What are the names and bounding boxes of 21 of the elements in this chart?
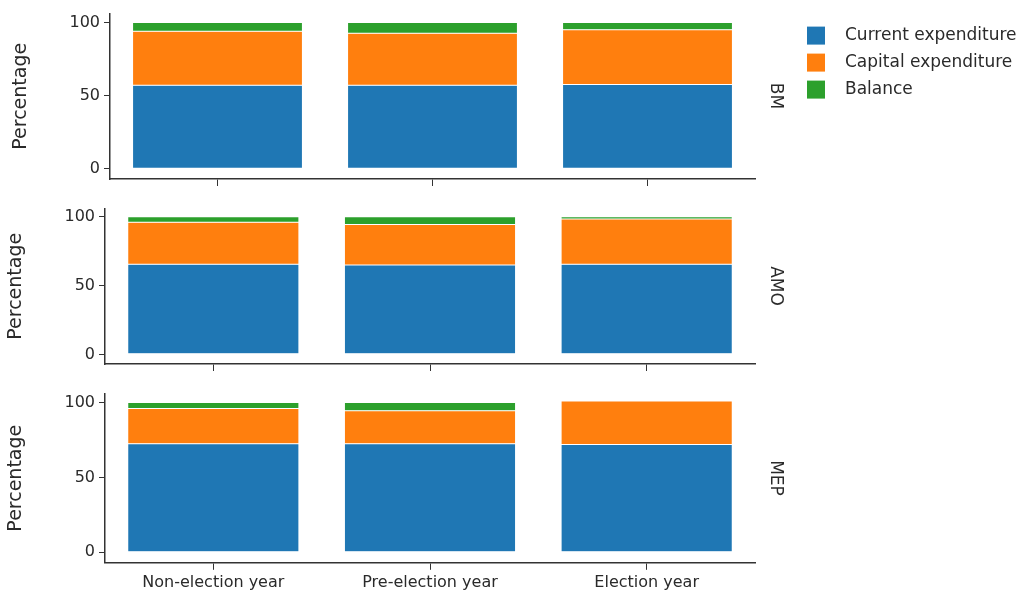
x-tick-label: Pre-election year bbox=[362, 571, 499, 591]
y-tick-label: 100 bbox=[69, 11, 100, 31]
y-axis-title: Percentage bbox=[3, 424, 26, 532]
y-tick-label: 0 bbox=[89, 157, 100, 177]
x-tick-label: Election year bbox=[594, 571, 700, 591]
x-tick-label: Non-election year bbox=[142, 571, 285, 591]
legend-label: Capital expenditure bbox=[845, 51, 1013, 72]
y-tick-label: 0 bbox=[84, 343, 95, 363]
y-tick-label: 50 bbox=[74, 274, 95, 294]
y-tick-label: 0 bbox=[84, 541, 95, 561]
y-tick-label: 100 bbox=[64, 391, 95, 411]
text: BM bbox=[767, 83, 787, 110]
y-axis-title: Percentage bbox=[3, 232, 26, 340]
y-tick-label: 50 bbox=[79, 84, 100, 104]
text: AMO bbox=[767, 266, 787, 307]
y-tick-label: 50 bbox=[74, 466, 95, 486]
text: MEP bbox=[767, 460, 787, 497]
y-axis-title: Percentage bbox=[8, 42, 31, 150]
legend-label: Current expenditure bbox=[845, 24, 1017, 45]
legend-label: Balance bbox=[845, 78, 913, 99]
y-tick-label: 100 bbox=[64, 206, 95, 226]
